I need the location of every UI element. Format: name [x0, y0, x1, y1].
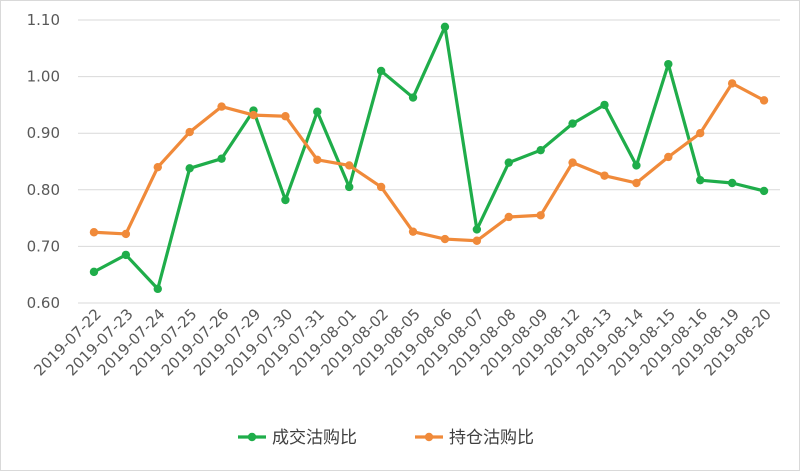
- y-tick-label: 0.90: [27, 124, 60, 142]
- data-point: [759, 96, 769, 105]
- gridlines: [78, 19, 780, 304]
- x-axis-ticks: 2019-07-222019-07-232019-07-242019-07-25…: [30, 305, 774, 379]
- data-point: [568, 158, 577, 167]
- data-point: [121, 250, 131, 260]
- y-tick-label: 0.60: [27, 294, 60, 312]
- data-point: [504, 158, 513, 167]
- data-point: [89, 228, 99, 237]
- data-point: [249, 110, 258, 120]
- y-tick-label: 1.10: [27, 11, 60, 29]
- series-line: [93, 81, 765, 243]
- data-point: [185, 164, 194, 173]
- data-point: [664, 152, 673, 162]
- series-1: [89, 22, 769, 294]
- data-point: [89, 267, 99, 277]
- data-point: [600, 171, 609, 180]
- data-point: [153, 284, 162, 294]
- series-2: [89, 79, 769, 245]
- data-point: [313, 155, 322, 165]
- legend-swatch-marker: [424, 432, 434, 442]
- data-point: [153, 162, 162, 172]
- data-point: [600, 100, 609, 110]
- data-point: [376, 182, 386, 192]
- data-point: [727, 79, 737, 88]
- data-point: [345, 161, 354, 170]
- data-point: [440, 234, 450, 244]
- data-point: [472, 225, 482, 234]
- data-point: [281, 112, 290, 121]
- legend-item-1: 成交沽购比: [238, 428, 357, 448]
- y-tick-label: 0.80: [27, 181, 60, 199]
- data-point: [440, 22, 450, 31]
- y-tick-label: 0.70: [27, 237, 60, 255]
- data-point: [568, 119, 577, 128]
- data-point: [281, 195, 290, 205]
- y-tick-label: 1.00: [27, 68, 60, 86]
- series-line: [93, 25, 765, 291]
- data-point: [727, 178, 737, 188]
- data-point: [504, 212, 513, 222]
- legend-swatch-marker: [247, 432, 257, 442]
- legend-label: 成交沽购比: [272, 428, 357, 448]
- data-point: [185, 127, 194, 137]
- data-point: [632, 161, 641, 170]
- y-axis-ticks: 0.60 0.70 0.80 0.90 1.00 1.10: [27, 11, 60, 312]
- legend-item-2: 持仓沽购比: [415, 428, 534, 448]
- data-point: [408, 93, 418, 102]
- data-point: [313, 107, 322, 116]
- data-point: [536, 145, 545, 155]
- data-point: [408, 227, 418, 236]
- data-point: [759, 186, 769, 196]
- data-point: [345, 182, 354, 192]
- data-point: [696, 129, 705, 138]
- legend-label: 持仓沽购比: [449, 428, 534, 448]
- data-point: [217, 154, 226, 163]
- data-point: [376, 66, 386, 76]
- legend: 成交沽购比 持仓沽购比: [238, 428, 534, 448]
- data-point: [472, 236, 482, 245]
- data-point: [217, 102, 226, 111]
- data-point: [632, 178, 641, 188]
- data-point: [696, 175, 705, 185]
- data-point: [536, 211, 545, 220]
- series-layer: [89, 22, 769, 294]
- data-point: [121, 229, 131, 239]
- data-point: [664, 59, 673, 69]
